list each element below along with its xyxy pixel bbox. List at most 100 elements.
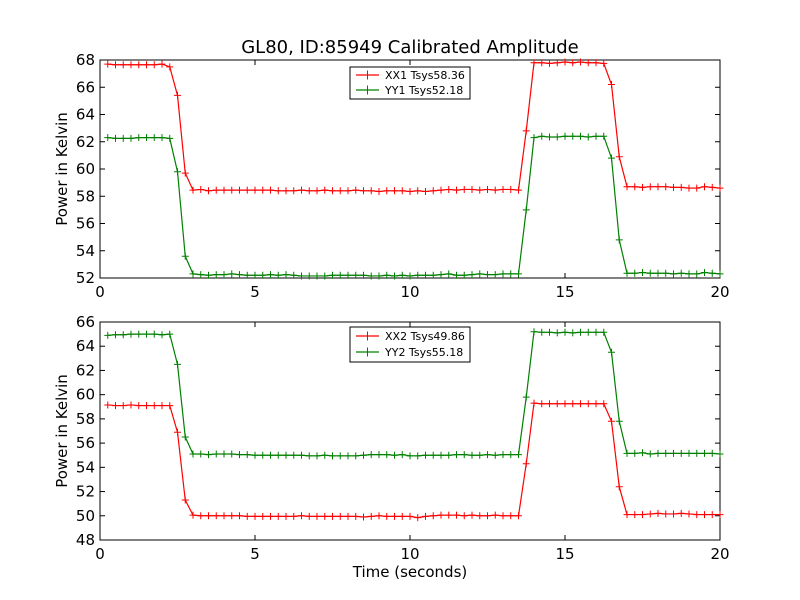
data-point (375, 272, 383, 280)
bottom-xtick-label: 5 (250, 545, 260, 563)
data-point (670, 183, 677, 191)
data-point (623, 183, 631, 191)
data-point (329, 187, 336, 195)
data-point (189, 450, 197, 458)
data-point (352, 452, 360, 460)
data-point (135, 402, 143, 410)
data-point (391, 512, 398, 520)
data-point (398, 451, 406, 459)
data-point (267, 451, 274, 459)
data-point (623, 269, 631, 277)
top-ytick-label: 52 (76, 269, 95, 287)
data-point (119, 402, 127, 410)
data-point (546, 328, 553, 336)
data-point (321, 272, 329, 280)
data-point (592, 400, 600, 408)
top-xtick-label: 0 (95, 283, 105, 301)
data-point (530, 328, 538, 336)
data-point (522, 127, 530, 135)
data-point (135, 134, 143, 142)
data-point (584, 133, 592, 141)
data-point (158, 134, 166, 142)
bottom-ytick-label: 48 (76, 531, 95, 549)
data-point (546, 133, 553, 141)
data-point (693, 449, 701, 457)
data-point (484, 271, 491, 279)
top-legend-box (349, 66, 471, 100)
data-point (236, 451, 243, 459)
data-point (453, 511, 460, 519)
data-point (174, 360, 181, 368)
data-point (298, 451, 305, 459)
data-point (313, 272, 321, 280)
data-point (530, 59, 538, 67)
data-point (631, 511, 639, 519)
data-point (577, 400, 584, 408)
data-point (677, 269, 685, 277)
data-point (445, 185, 453, 193)
data-point (662, 449, 670, 457)
data-point (406, 272, 414, 280)
data-point (460, 185, 468, 193)
data-point (499, 512, 507, 520)
data-point (515, 451, 522, 459)
data-point (189, 270, 197, 278)
data-point (600, 132, 608, 140)
data-point (437, 271, 445, 279)
data-point (336, 452, 344, 460)
data-point (197, 512, 205, 520)
data-point (243, 186, 251, 194)
data-point (507, 451, 515, 459)
data-point (143, 330, 150, 338)
data-point (383, 271, 391, 279)
data-point (174, 91, 181, 99)
data-point (367, 451, 375, 459)
legend-xx2-label: XX2 Tsys49.86 (385, 330, 465, 343)
data-point (453, 451, 460, 459)
data-point (553, 329, 561, 337)
data-point (592, 59, 600, 67)
data-point (429, 451, 437, 459)
data-point (608, 348, 615, 356)
top-xtick-label: 5 (250, 283, 260, 301)
data-point (460, 451, 468, 459)
top-subplot: Power in Kelvin 0 5 10 15 20 52 54 56 58 60 62 64 66… (53, 51, 730, 301)
data-point (251, 271, 259, 279)
data-point (228, 270, 236, 278)
data-point (205, 451, 212, 459)
data-point (677, 449, 685, 457)
data-point (336, 512, 344, 520)
data-point (445, 511, 453, 519)
data-point (391, 187, 398, 195)
data-point (600, 59, 608, 67)
data-point (569, 329, 577, 337)
data-point (460, 512, 468, 520)
data-point (592, 132, 600, 140)
top-ytick-label: 60 (76, 160, 95, 178)
data-point (112, 61, 119, 69)
data-point (631, 449, 639, 457)
data-point (143, 402, 150, 410)
data-point (181, 169, 189, 177)
data-point (569, 132, 577, 140)
data-point (476, 186, 484, 194)
data-point (553, 400, 561, 408)
legend-yy2-label: YY2 Tsys55.18 (384, 346, 463, 359)
data-point (623, 511, 631, 519)
data-point (158, 331, 166, 339)
data-point (453, 186, 460, 194)
data-point (375, 512, 383, 520)
data-point (391, 451, 398, 459)
data-point (119, 61, 127, 69)
data-point (158, 402, 166, 410)
data-point (220, 271, 228, 279)
data-point (623, 449, 631, 457)
data-point (305, 512, 313, 520)
data-point (429, 512, 437, 520)
data-point (507, 270, 515, 278)
data-point (553, 59, 561, 67)
data-point (685, 184, 693, 192)
data-point (367, 272, 375, 280)
data-point (608, 154, 615, 162)
data-point (321, 512, 329, 520)
